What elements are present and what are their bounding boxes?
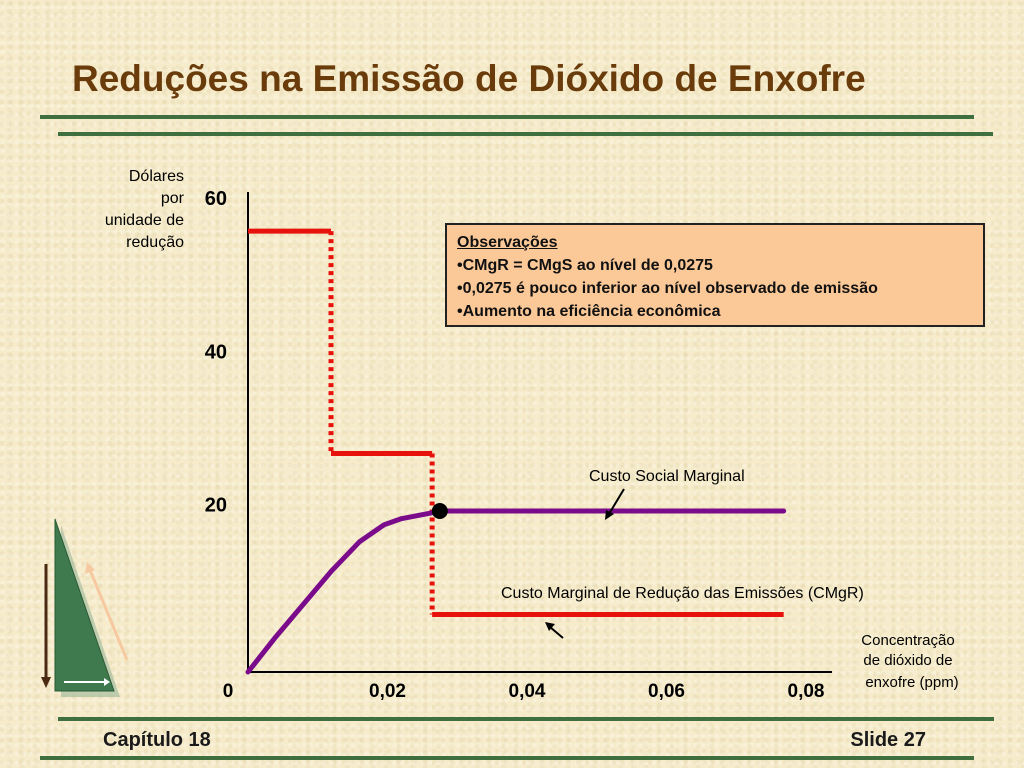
observations-box: Observações CMgR = CMgS ao nível de 0,02… xyxy=(445,223,985,327)
observation-item-3: Aumento na eficiência econômica xyxy=(457,300,973,323)
observation-item-2-text: 0,0275 é pouco inferior ao nível observa… xyxy=(462,280,878,297)
footer-rule-top xyxy=(58,717,994,721)
decorative-triangle-icon xyxy=(41,518,129,697)
x-tick-label-2: 0,04 xyxy=(509,681,546,702)
title-rule-top xyxy=(40,115,974,119)
y-axis-label-line-3: unidade de xyxy=(105,212,184,229)
annotation-pointer-custo-social xyxy=(608,488,625,515)
series-cmgr-segments xyxy=(248,228,784,617)
observation-item-2: 0,0275 é pouco inferior ao nível observa… xyxy=(457,277,973,300)
annotation-arrowhead-custo-social xyxy=(605,510,614,520)
x-axis-label-line-2: de dióxido de xyxy=(863,652,952,669)
footer-slide-number: Slide 27 xyxy=(850,729,926,751)
x-axis-label-line-1: Concentração xyxy=(861,632,954,649)
y-tick-label-1: 40 xyxy=(205,341,227,363)
y-tick-label-2: 60 xyxy=(205,188,227,210)
footer-rule-bottom xyxy=(40,756,974,760)
intersection-point xyxy=(431,503,448,519)
y-axis-label-line-4: redução xyxy=(126,234,184,251)
y-axis-label-line-1: Dólares xyxy=(129,168,184,185)
observations-heading: Observações xyxy=(457,234,558,251)
x-axis-label-line-3: enxofre (ppm) xyxy=(865,674,958,691)
observation-item-3-text: Aumento na eficiência econômica xyxy=(462,303,721,320)
x-tick-label-3: 0,06 xyxy=(648,681,685,702)
observation-item-1-text: CMgR = CMgS ao nível de 0,0275 xyxy=(462,257,713,274)
observation-item-1: CMgR = CMgS ao nível de 0,0275 xyxy=(457,254,973,277)
slide-title: Reduções na Emissão de Dióxido de Enxofr… xyxy=(72,58,866,99)
x-tick-label-4: 0,08 xyxy=(788,681,825,702)
title-rule-bottom xyxy=(58,132,993,136)
annotation-arrowhead-cmgr xyxy=(545,622,555,631)
y-axis-label-line-2: por xyxy=(161,190,185,207)
x-tick-label-0: 0 xyxy=(223,681,234,702)
footer-chapter: Capítulo 18 xyxy=(103,729,211,751)
annotation-pointer-cmgr xyxy=(549,626,564,639)
annotation-cmgr: Custo Marginal de Redução das Emissões (… xyxy=(501,585,864,602)
x-tick-label-1: 0,02 xyxy=(369,681,406,702)
y-tick-label-0: 20 xyxy=(205,495,227,517)
annotation-custo-social-marginal: Custo Social Marginal xyxy=(589,468,745,485)
